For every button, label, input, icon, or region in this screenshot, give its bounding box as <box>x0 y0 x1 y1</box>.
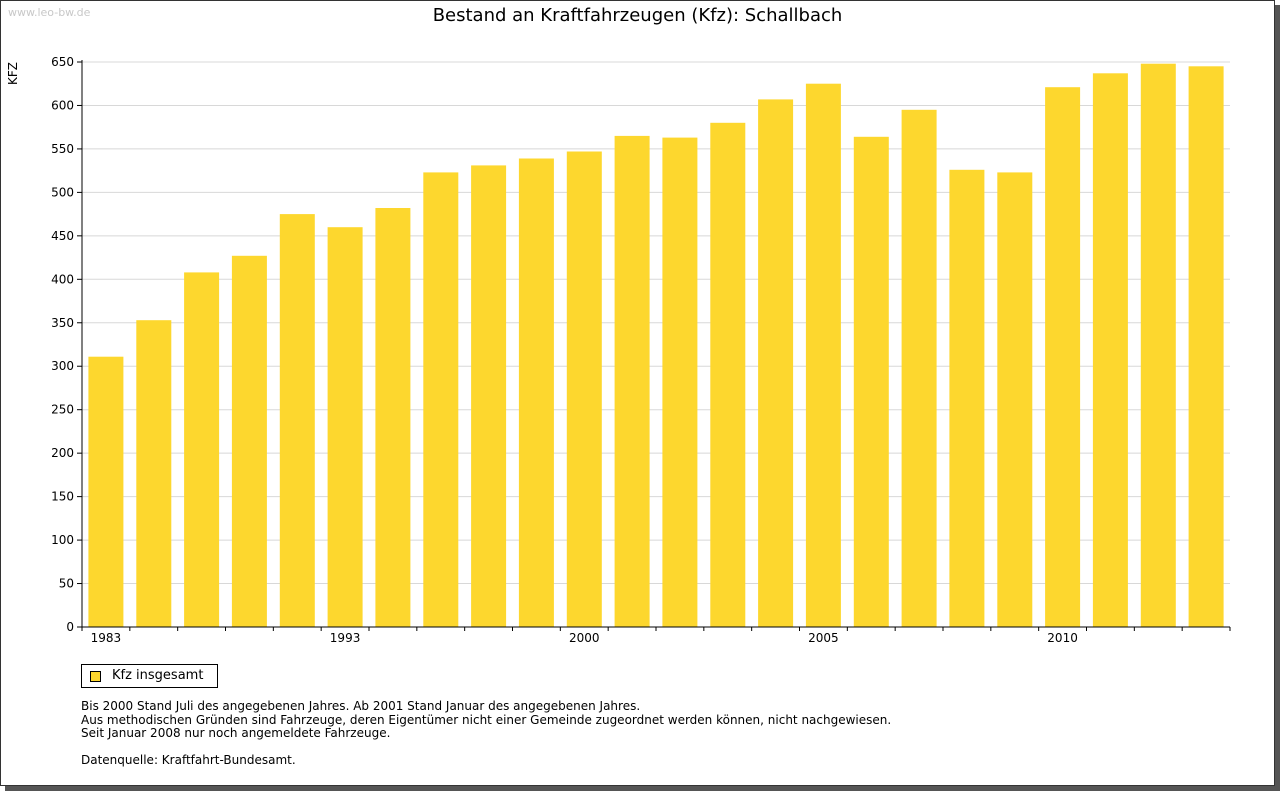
legend: Kfz insgesamt <box>81 664 218 688</box>
bar-1988 <box>231 255 267 628</box>
data-source: Datenquelle: Kraftfahrt-Bundesamt. <box>81 753 296 767</box>
x-tick-labels: 1983 1993 2000 2005 2010 <box>91 631 1078 645</box>
bar-2004 <box>997 172 1033 627</box>
axes <box>77 60 1231 631</box>
y-tick-label: 400 <box>51 272 74 286</box>
bar-2006 <box>1092 73 1128 628</box>
y-tick-label: 450 <box>51 229 74 243</box>
bar-1997 <box>662 137 698 627</box>
bar-1991 <box>375 208 411 627</box>
footnote-line: Aus methodischen Gründen sind Fahrzeuge,… <box>81 712 892 727</box>
y-tick-label: 500 <box>51 185 74 199</box>
bar-2007 <box>1140 63 1176 627</box>
chart-title: Bestand an Kraftfahrzeugen (Kfz): Schall… <box>432 5 843 26</box>
bar-2008 <box>1188 66 1224 628</box>
footnotes: Bis 2000 Stand Juli des angegebenen Jahr… <box>81 699 892 741</box>
x-tick-label: 2005 <box>808 631 839 645</box>
bar-1998 <box>710 122 746 628</box>
x-tick-label: 2000 <box>569 631 600 645</box>
y-tick-label: 250 <box>51 403 74 417</box>
x-tick-label: 2010 <box>1047 631 1078 645</box>
legend-label: Kfz insgesamt <box>112 668 204 683</box>
bars <box>88 63 1224 628</box>
bar-1987 <box>184 272 220 627</box>
legend-swatch <box>90 671 101 682</box>
watermark: www.leo-bw.de <box>8 6 91 19</box>
y-tick-label: 50 <box>59 577 74 591</box>
y-tick-label: 0 <box>66 620 74 634</box>
bar-2005 <box>1045 87 1081 627</box>
bar-1986 <box>136 320 172 627</box>
bar-1994 <box>518 158 554 627</box>
bar-1989 <box>279 214 315 627</box>
footnote-line: Seit Januar 2008 nur noch angemeldete Fa… <box>81 726 391 740</box>
bar-1992 <box>423 172 459 627</box>
y-tick-label: 600 <box>51 98 74 112</box>
y-tick-label: 550 <box>51 142 74 156</box>
bar-1999 <box>758 99 794 627</box>
y-tick-labels: 0 50 100 150 200 250 300 350 400 450 500 550 600 650 <box>51 55 74 634</box>
bar-2001 <box>853 136 889 628</box>
bar-2000 <box>805 83 841 627</box>
bar-2002 <box>901 109 937 628</box>
bar-1995 <box>566 151 602 627</box>
y-tick-label: 350 <box>51 316 74 330</box>
bar-1993 <box>471 165 507 627</box>
footnote-line: Bis 2000 Stand Juli des angegebenen Jahr… <box>81 699 641 713</box>
bar-2003 <box>949 169 985 628</box>
x-tick-label: 1993 <box>330 631 361 645</box>
y-tick-label: 200 <box>51 446 74 460</box>
y-tick-label: 150 <box>51 490 74 504</box>
y-tick-label: 650 <box>51 55 74 69</box>
x-tick-label: 1983 <box>91 631 122 645</box>
bar-1996 <box>614 135 650 627</box>
bar-1983 <box>88 356 124 627</box>
grid-lines <box>82 61 1230 585</box>
bar-1990 <box>327 227 363 627</box>
y-tick-label: 300 <box>51 359 74 373</box>
y-tick-label: 100 <box>51 533 74 547</box>
